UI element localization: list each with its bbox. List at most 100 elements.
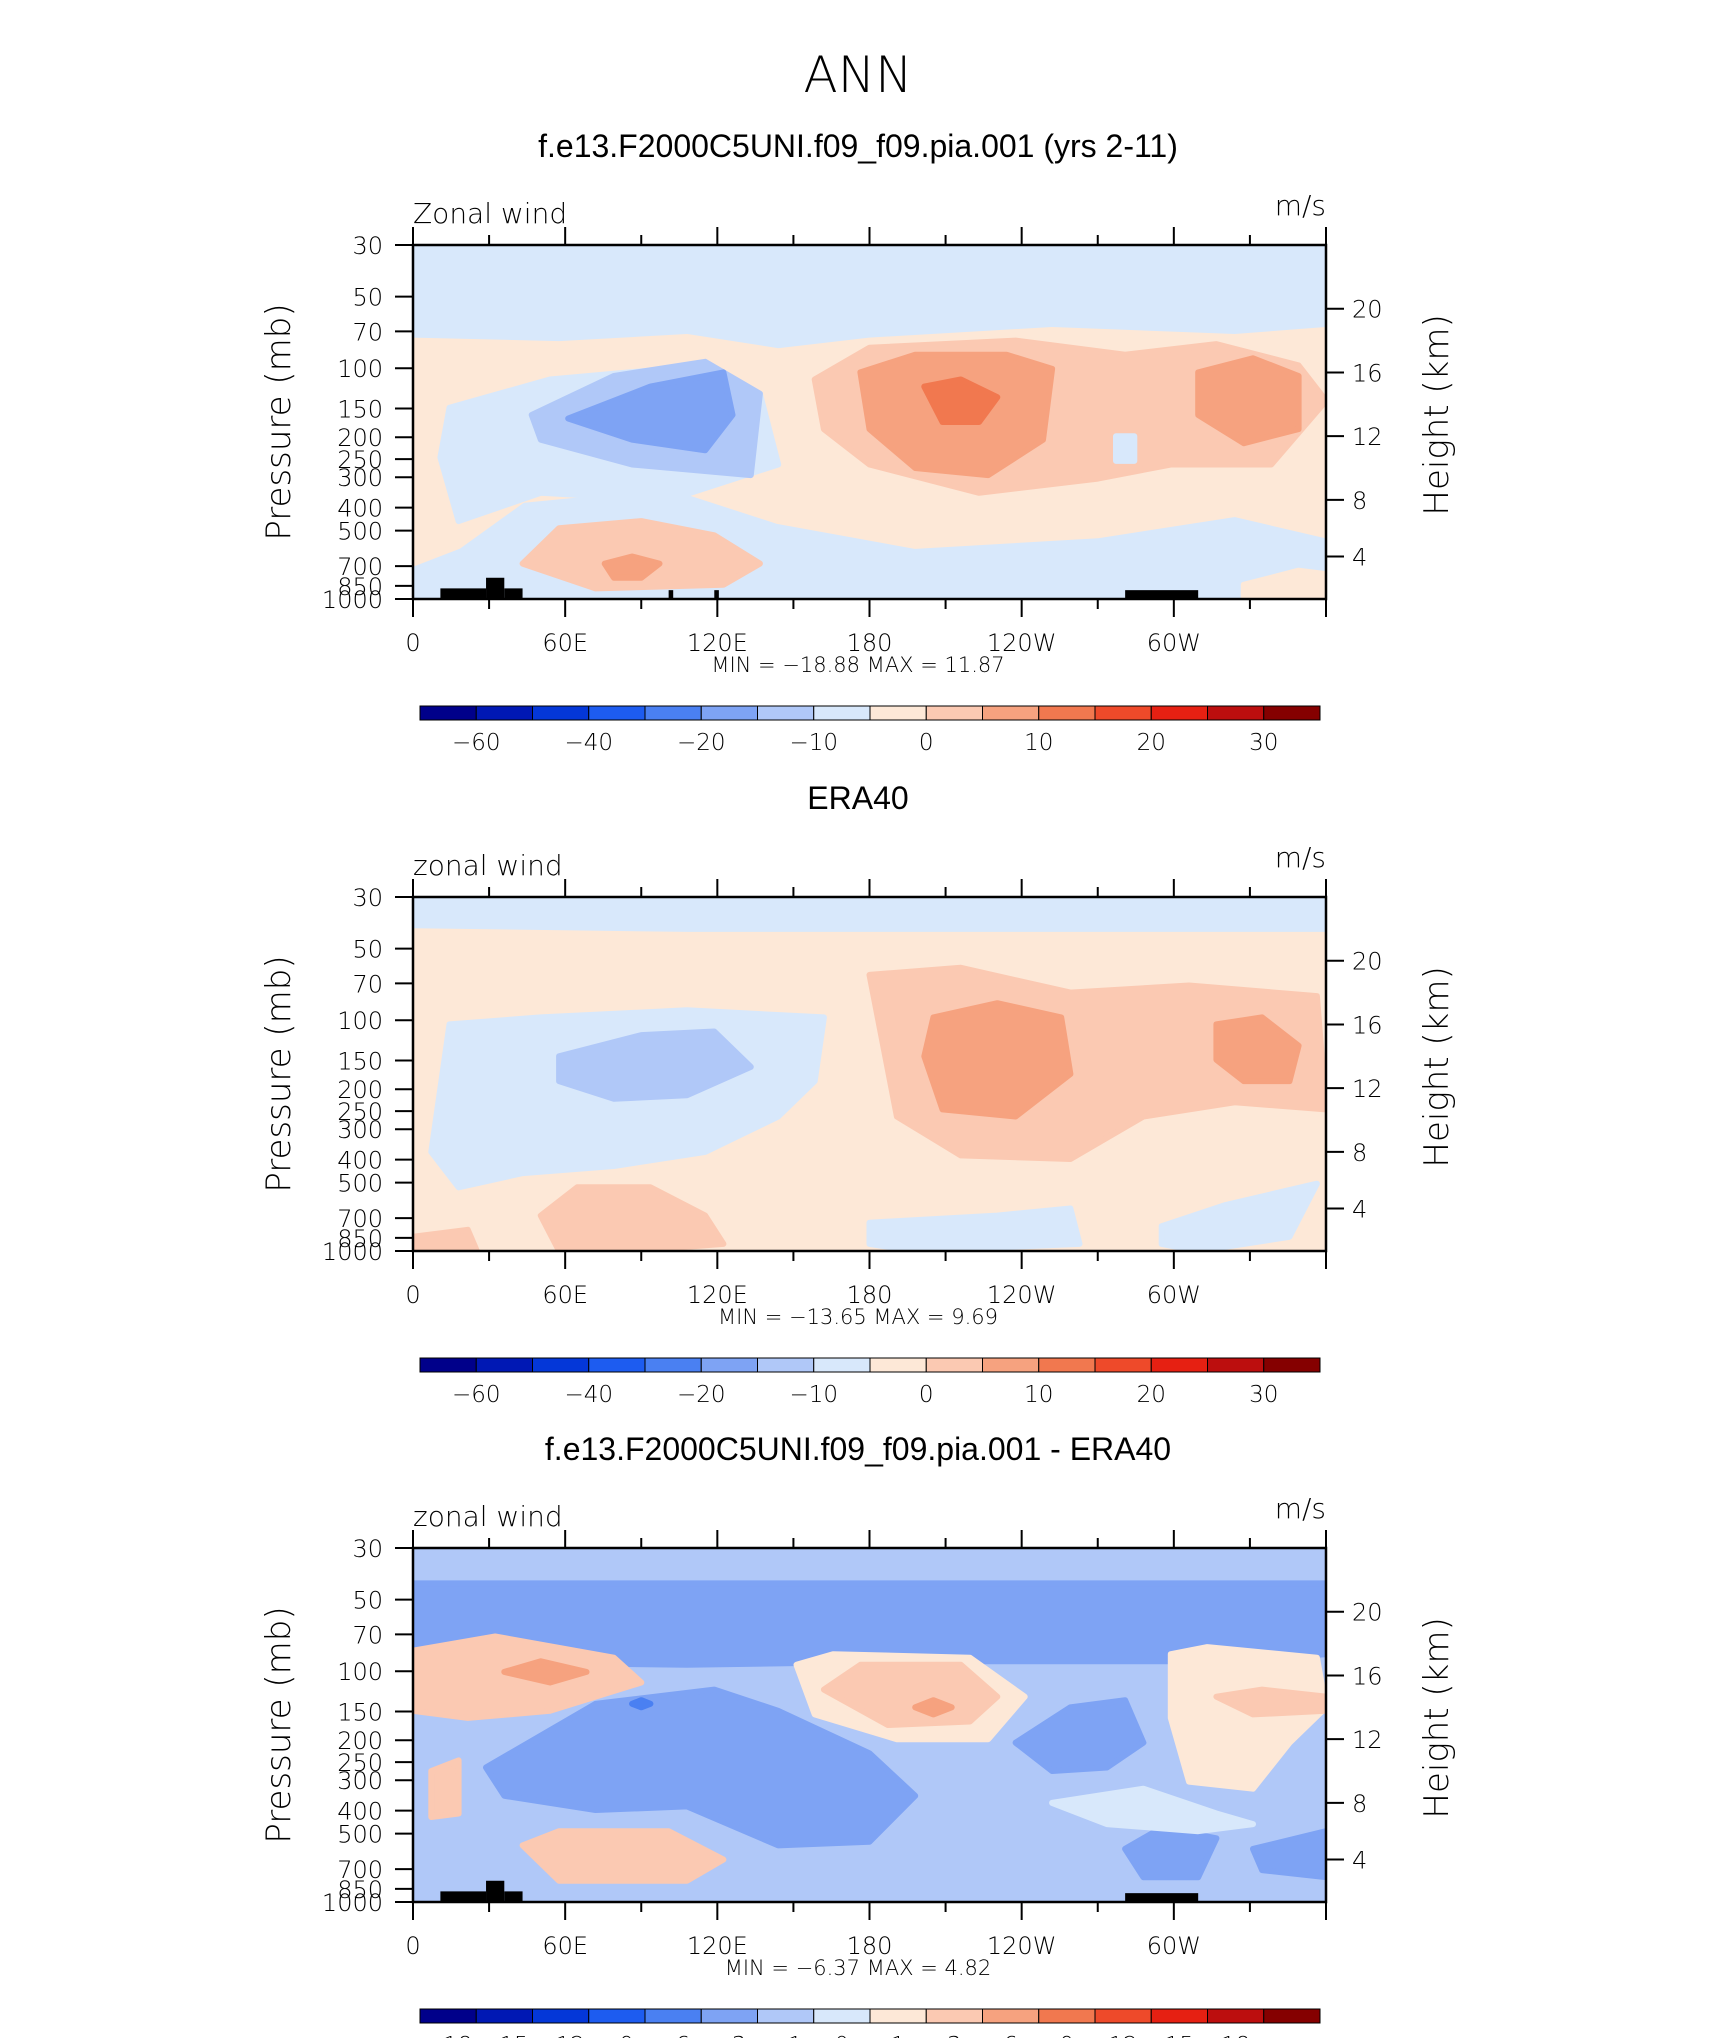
colorbar-swatch: [813, 1357, 871, 1373]
colorbar-swatch: [1038, 1357, 1096, 1373]
y-axis-label: Pressure (mb): [259, 1606, 299, 1843]
contour-region: [820, 1661, 1001, 1728]
y-tick-label: 300: [337, 1116, 383, 1144]
y2-tick-label: 20: [1352, 1599, 1383, 1627]
x-tick-label: 120E: [687, 1281, 748, 1309]
colorbar-swatch: [700, 705, 758, 721]
topography-mask: [486, 1880, 505, 1902]
contour-fills: [413, 897, 1326, 1251]
colorbar-swatch: [1150, 1357, 1208, 1373]
x-tick-label: 0: [405, 1281, 420, 1309]
colorbar-swatch: [475, 2008, 533, 2024]
y-tick-label: 850: [337, 573, 383, 601]
colorbar-label: 0: [835, 2033, 850, 2038]
colorbar-swatch: [1150, 2008, 1208, 2024]
colorbar-swatch: [644, 705, 702, 721]
topography-mask: [714, 590, 719, 599]
y-tick-label: 250: [337, 1098, 383, 1126]
colorbar-label: −60: [452, 730, 501, 756]
colorbar-label: −9: [600, 2033, 634, 2038]
colorbar-swatch: [532, 705, 590, 721]
colorbar-label: −40: [564, 730, 613, 756]
x-tick-label: 180: [847, 1932, 893, 1960]
colorbar-swatch: [475, 1357, 533, 1373]
y-tick-label: 200: [337, 1727, 383, 1755]
colorbar-label: 0: [919, 730, 934, 756]
topography-mask: [486, 577, 505, 599]
contour-region: [1250, 1828, 1326, 1881]
min-max-readout: MIN = −6.37 MAX = 4.82: [725, 1956, 992, 1980]
colorbar-label: −12: [536, 2033, 585, 2038]
colorbar-swatch: [1094, 705, 1152, 721]
colorbar-swatch: [925, 705, 983, 721]
y-tick-label: 850: [337, 1225, 383, 1253]
y-tick-label: 1000: [322, 1238, 383, 1266]
contour-region: [537, 1184, 727, 1251]
y-tick-label: 50: [352, 284, 383, 312]
colorbar-label: 15: [1165, 2033, 1194, 2038]
y-tick-label: 100: [337, 355, 383, 383]
contour-region: [866, 1205, 1083, 1251]
y-tick-label: 70: [352, 318, 383, 346]
contour-region: [1158, 1180, 1320, 1251]
units-label: m/s: [1275, 841, 1326, 874]
topography-mask: [504, 1891, 523, 1902]
min-max-readout: MIN = −13.65 MAX = 9.69: [718, 1305, 998, 1329]
colorbar-label: 1: [891, 2033, 906, 2038]
contour-region: [601, 553, 663, 581]
colorbar-label: 30: [1249, 1382, 1278, 1408]
colorbar-swatch: [1038, 2008, 1096, 2024]
colorbar-swatch: [813, 2008, 871, 2024]
colorbar-swatch: [925, 2008, 983, 2024]
contour-region: [1213, 1686, 1326, 1718]
colorbar-swatch: [1038, 705, 1096, 721]
colorbar-label: 20: [1137, 1382, 1166, 1408]
page-title: ANN: [803, 46, 912, 104]
y-tick-label: 50: [352, 1587, 383, 1615]
colorbar-label: 10: [1024, 730, 1053, 756]
colorbar-swatch: [1207, 1357, 1265, 1373]
contour-region: [1113, 433, 1138, 464]
colorbar-label: 18: [1221, 2033, 1250, 2038]
y2-axis-label: Height (km): [1417, 1617, 1457, 1818]
colorbar-swatch: [1094, 1357, 1152, 1373]
x-tick-label: 120W: [987, 1932, 1057, 1960]
x-tick-label: 60W: [1147, 1932, 1201, 1960]
panel-title: f.e13.F2000C5UNI.f09_f09.pia.001 (yrs 2-…: [538, 128, 1178, 164]
contour-region: [556, 1028, 754, 1102]
contour-region: [1195, 355, 1302, 447]
contour-fills: [413, 327, 1326, 599]
y-tick-label: 70: [352, 970, 383, 998]
colorbar-label: 30: [1249, 730, 1278, 756]
y-tick-label: 400: [337, 1147, 383, 1175]
y-tick-label: 30: [352, 1535, 383, 1563]
units-label: m/s: [1275, 189, 1326, 222]
y-tick-label: 200: [337, 1076, 383, 1104]
colorbar-swatch: [700, 1357, 758, 1373]
panel-title: ERA40: [807, 780, 908, 816]
colorbar-swatch: [925, 1357, 983, 1373]
contour-region: [1240, 567, 1326, 599]
colorbar-label: 12: [1108, 2033, 1137, 2038]
contour-region: [921, 376, 1001, 425]
y2-tick-label: 8: [1352, 487, 1367, 515]
colorbar-swatch: [1094, 2008, 1152, 2024]
y2-tick-label: 4: [1352, 1847, 1367, 1875]
y-tick-label: 50: [352, 936, 383, 964]
units-label: m/s: [1275, 1492, 1326, 1525]
y2-tick-label: 16: [1352, 1011, 1383, 1039]
colorbar-label: −60: [452, 1382, 501, 1408]
contour-region: [413, 1226, 480, 1251]
colorbar-swatch: [869, 705, 927, 721]
y2-tick-label: 8: [1352, 1139, 1367, 1167]
colorbar-swatch: [1150, 705, 1208, 721]
colorbar-label: −40: [564, 1382, 613, 1408]
y-tick-label: 500: [337, 1821, 383, 1849]
colorbar-swatch: [869, 1357, 927, 1373]
x-tick-label: 0: [405, 1932, 420, 1960]
y-tick-label: 250: [337, 446, 383, 474]
y-tick-label: 400: [337, 495, 383, 523]
x-tick-label: 60W: [1147, 1281, 1201, 1309]
